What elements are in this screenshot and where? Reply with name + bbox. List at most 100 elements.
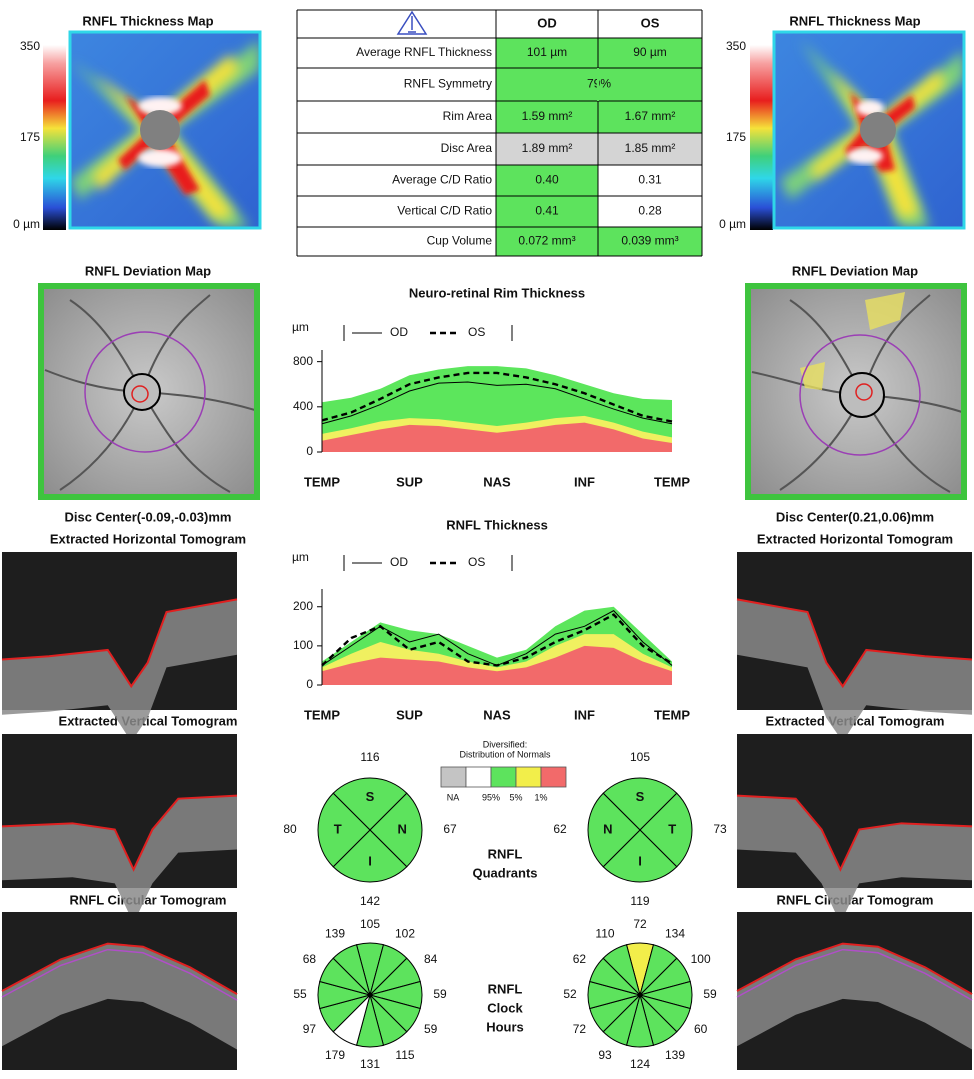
chart-title: RNFL Thickness (446, 517, 548, 532)
chart-title: Neuro-retinal Rim Thickness (409, 285, 585, 300)
norm-band (322, 645, 672, 685)
disc-center: Disc Center(-0.09,-0.03)mm (65, 509, 232, 524)
quadrant-value: 116 (360, 750, 379, 764)
clock-value: 59 (703, 987, 717, 1001)
retina-surface (736, 794, 973, 872)
row-label: Rim Area (443, 109, 493, 123)
section-title: Clock (487, 1000, 523, 1015)
clock-value: 105 (360, 917, 380, 931)
clock-value: 179 (325, 1048, 345, 1062)
clock-value: 55 (293, 987, 307, 1001)
quadrant-letter: N (603, 821, 612, 836)
table-cell (496, 133, 598, 165)
cell-value: 0.039 mm³ (621, 234, 678, 248)
dynamic-content: RNFL Thickness Map 350 175 0 µm RNFL Deviati… (1, 9, 973, 1071)
table-cell (598, 196, 702, 227)
rnfl-boundary (736, 948, 973, 1001)
series-line (321, 381, 673, 425)
retina-layer (737, 943, 972, 1050)
wedge (602, 829, 678, 883)
center-dot (637, 992, 643, 998)
clock-value: 139 (325, 927, 345, 941)
series-line (321, 371, 673, 423)
table-cell (598, 165, 702, 196)
tomogram-title: Extracted Horizontal Tomogram (50, 531, 246, 546)
quadrant-letter: T (334, 821, 342, 836)
table-cell (598, 227, 702, 256)
map-border (772, 30, 966, 230)
table-cell (496, 165, 598, 196)
legend-label: NA (447, 792, 460, 802)
row-label: Cup Volume (427, 234, 493, 248)
clock-value: 102 (395, 927, 415, 941)
clock-value: 52 (563, 987, 577, 1001)
retina-surface (1, 794, 238, 872)
clock-value: 124 (630, 1057, 650, 1071)
clock-value: 72 (633, 917, 647, 931)
legend-label: 5% (509, 792, 522, 802)
clock-value: 72 (573, 1022, 587, 1036)
clock-value: 59 (424, 1022, 438, 1036)
legend-label: OD (390, 555, 408, 569)
cell-value: 79% (587, 77, 611, 91)
table-cell (496, 227, 598, 256)
map-border (38, 283, 260, 500)
section-title: Hours (486, 1019, 524, 1034)
cell-value: 0.31 (638, 173, 662, 187)
quadrant-value: 62 (553, 822, 567, 836)
wedge (332, 944, 371, 997)
x-tick-label: SUP (396, 474, 423, 489)
y-tick-label: 0 (306, 677, 313, 691)
table-cell (496, 101, 598, 133)
y-tick-label: 0 (306, 444, 313, 458)
map-title: RNFL Deviation Map (85, 263, 211, 278)
scale-label: 350 (20, 39, 40, 53)
map-heat (70, 40, 260, 228)
y-tick-label: 400 (293, 399, 313, 413)
legend-label: 95% (482, 792, 500, 802)
x-tick-label: INF (574, 474, 595, 489)
table-cell (598, 133, 702, 165)
clock-value: 100 (691, 952, 711, 966)
quadrant-letter: I (368, 854, 372, 869)
cell-value: 101 µm (527, 45, 567, 59)
clock-value: 93 (598, 1048, 612, 1062)
clock-value: 97 (303, 1022, 317, 1036)
legend-title: Distribution of Normals (459, 749, 551, 759)
disc (123, 373, 161, 411)
scan-circle (799, 334, 921, 456)
tomogram-title: RNFL Circular Tomogram (70, 892, 227, 907)
disc-center: Disc Center(0.21,0.06)mm (776, 509, 934, 524)
scale-label: 175 (20, 130, 40, 144)
x-tick-label: NAS (483, 707, 511, 722)
retina-surface (736, 942, 973, 996)
unit-label: µm (292, 320, 309, 334)
scale-label: 175 (726, 130, 746, 144)
os-deviation-map (745, 283, 967, 500)
map-heat (780, 40, 964, 228)
retina-layer (737, 795, 972, 924)
map-border (68, 30, 262, 230)
wedge (639, 792, 693, 868)
retina-layer (2, 795, 237, 924)
x-tick-label: TEMP (304, 707, 340, 722)
clock-value: 62 (573, 952, 587, 966)
disc (839, 372, 885, 418)
cell-value: 90 µm (633, 45, 667, 59)
table-icon (396, 10, 428, 35)
retina-surface (1, 598, 238, 689)
quadrant-value: 142 (360, 894, 380, 908)
cell-value: 1.89 mm² (522, 141, 573, 155)
y-tick-label: 200 (293, 599, 313, 613)
legend-box (440, 766, 467, 788)
x-tick-label: INF (574, 707, 595, 722)
table-header: OD (537, 15, 557, 30)
y-tick-label: 100 (293, 638, 313, 652)
quadrant-value: 119 (630, 894, 649, 908)
tomogram-title: RNFL Circular Tomogram (777, 892, 934, 907)
legend-label: 1% (534, 792, 547, 802)
quadrant-value: 73 (713, 822, 727, 836)
